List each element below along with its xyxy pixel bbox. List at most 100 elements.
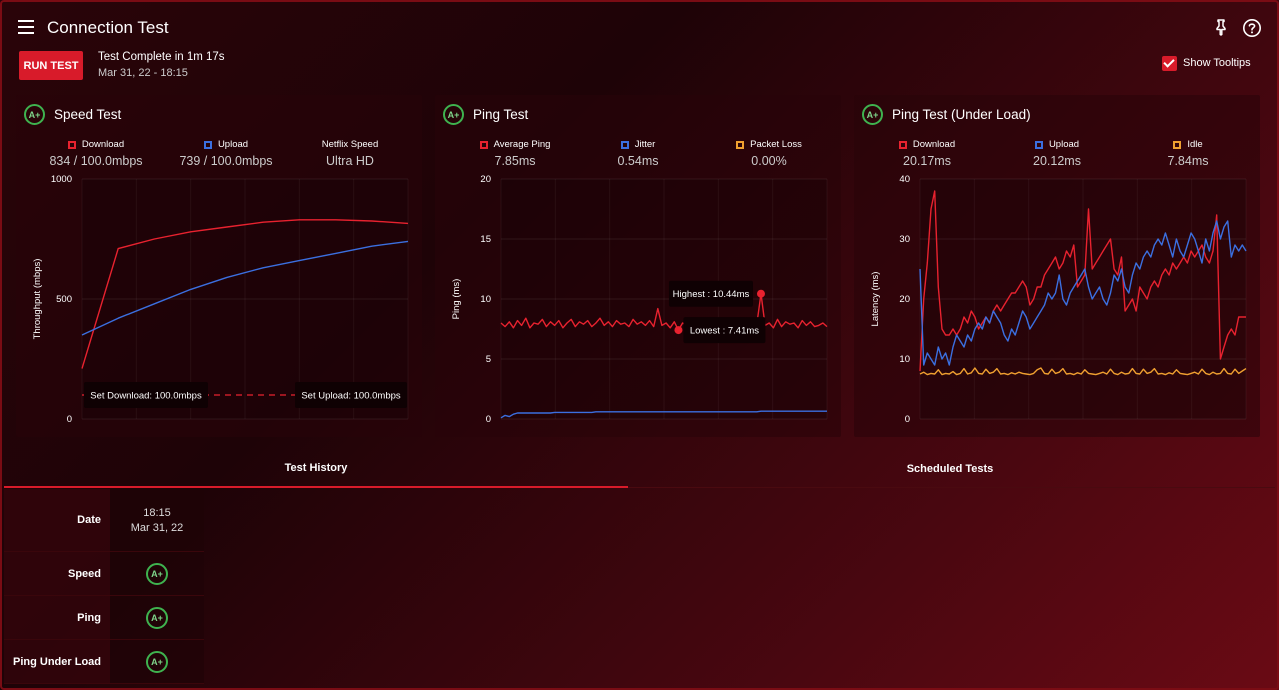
history-time: 18:15	[143, 506, 171, 519]
packet-loss-swatch	[736, 140, 745, 149]
average-ping-swatch	[479, 140, 488, 149]
speed-ytick-label: 1000	[51, 174, 72, 185]
tab-scheduled-tests[interactable]: Scheduled Tests	[906, 463, 994, 475]
jitter-stat: Jitter 0.54ms	[578, 139, 698, 168]
history-row-speed: Speed A+	[4, 552, 204, 596]
ping-load-plot-area	[920, 179, 1246, 419]
test-status: Test Complete in 1m 17s	[98, 51, 225, 63]
load-upload-swatch	[1034, 140, 1043, 149]
ping-ytick-label: 15	[480, 234, 491, 245]
ping-ytick-label: 20	[480, 174, 491, 185]
load-upload-stat: Upload 20.12ms	[997, 139, 1117, 168]
ping-ytick-label: 5	[486, 354, 491, 365]
netflix-stat: Netflix Speed Ultra HD	[290, 139, 410, 168]
history-row-ping-load: Ping Under Load A+	[4, 640, 204, 684]
ping-load-series-idle	[919, 367, 1247, 376]
history-cell-date[interactable]: 18:15 Mar 31, 22	[110, 489, 204, 551]
speed-target-tooltip	[84, 382, 208, 408]
packet-loss-stat: Packet Loss 0.00%	[709, 139, 829, 168]
speed-ylabel: Throughput (mbps)	[32, 259, 43, 340]
ping-highest-tooltip	[668, 280, 753, 307]
packet-loss-value: 0.00%	[751, 154, 787, 168]
speed-test-panel: A+ Speed Test Download 834 / 100.0mbps U…	[16, 95, 422, 437]
ping-plot-area	[501, 179, 827, 419]
ping-highest-marker	[756, 289, 765, 298]
netflix-value: Ultra HD	[326, 154, 374, 168]
speed-grade-badge: A+	[24, 104, 45, 125]
speed-series-upload	[81, 240, 409, 336]
average-ping-value: 7.85ms	[494, 154, 536, 168]
speed-series-download	[81, 219, 409, 369]
ping-load-ytick-label: 40	[899, 174, 910, 185]
history-table: Date 18:15 Mar 31, 22 Speed A+ Ping A+ P…	[4, 489, 204, 684]
ping-load-title: Ping Test (Under Load)	[892, 107, 1031, 122]
ping-load-series-upload	[919, 220, 1247, 366]
load-download-value: 20.17ms	[903, 154, 951, 168]
history-label-speed: Speed	[4, 552, 110, 595]
ping-ylabel: Ping (ms)	[451, 279, 462, 320]
ping-highest-label: Highest : 10.44ms	[673, 289, 750, 300]
ping-series-average-ping	[500, 292, 828, 331]
upload-swatch	[203, 140, 212, 149]
ping-load-panel: A+ Ping Test (Under Load) Download 20.17…	[854, 95, 1260, 437]
help-icon[interactable]	[1242, 18, 1262, 38]
jitter-swatch	[620, 140, 629, 149]
jitter-value: 0.54ms	[617, 154, 659, 168]
ping-lowest-marker	[674, 326, 683, 335]
show-tooltips-label: Show Tooltips	[1183, 57, 1251, 69]
page-title: Connection Test	[47, 18, 169, 37]
load-upload-value: 20.12ms	[1033, 154, 1081, 168]
speed-ytick-label: 500	[56, 294, 72, 305]
history-label-date: Date	[4, 489, 110, 551]
ping-load-ytick-label: 10	[899, 354, 910, 365]
ping-lowest-label: Lowest : 7.41ms	[690, 326, 759, 337]
show-tooltips-toggle[interactable]: Show Tooltips	[1162, 55, 1251, 71]
ping-load-grade-badge: A+	[862, 104, 883, 125]
speed-target-label: Set Upload: 100.0mbps	[301, 391, 401, 402]
history-day: Mar 31, 22	[130, 521, 184, 534]
speed-ytick-label: 0	[67, 414, 72, 425]
load-download-swatch	[898, 140, 907, 149]
ping-ytick-label: 0	[486, 414, 491, 425]
ping-chart: 0 5 10 15 20 Ping (ms) Highest : 10.44ms Lowest…	[451, 174, 828, 425]
ping-load-chart: 0 10 20 30 40 Latency (ms)	[870, 174, 1247, 425]
idle-stat: Idle 7.84ms	[1128, 139, 1248, 168]
average-ping-stat: Average Ping 7.85ms	[455, 139, 575, 168]
pin-icon[interactable]	[1212, 18, 1230, 36]
history-label-ping-load: Ping Under Load	[4, 640, 110, 683]
idle-value: 7.84ms	[1167, 154, 1209, 168]
speed-chart: 0 500 1000 Throughput (mbps) Set Download: 1…	[32, 174, 409, 425]
idle-swatch	[1173, 140, 1182, 149]
show-tooltips-checkbox[interactable]	[1162, 55, 1177, 71]
load-download-stat: Download 20.17ms	[867, 139, 987, 168]
tab-test-history[interactable]: Test History	[4, 450, 628, 488]
speed-target-tooltip	[295, 382, 407, 408]
ping-load-ytick-label: 30	[899, 234, 910, 245]
menu-icon[interactable]	[18, 20, 34, 34]
history-speed-grade[interactable]: A+	[146, 562, 168, 585]
history-ping-load-grade[interactable]: A+	[146, 650, 168, 673]
ping-ytick-label: 10	[480, 294, 491, 305]
history-row-date: Date 18:15 Mar 31, 22	[4, 489, 204, 552]
history-label-ping: Ping	[4, 596, 110, 639]
speed-test-title: Speed Test	[54, 107, 122, 122]
speed-target-label: Set Download: 100.0mbps	[90, 391, 202, 402]
run-test-button[interactable]: RUN TEST	[19, 51, 83, 80]
ping-load-series-download	[919, 190, 1246, 372]
download-stat: Download 834 / 100.0mbps	[36, 139, 156, 168]
speed-plot-area	[82, 179, 408, 419]
upload-stat: Upload 739 / 100.0mbps	[166, 139, 286, 168]
ping-load-ytick-label: 0	[905, 414, 910, 425]
ping-grade-badge: A+	[443, 104, 464, 125]
ping-load-ytick-label: 20	[899, 294, 910, 305]
download-swatch	[67, 140, 76, 149]
upload-value: 739 / 100.0mbps	[179, 154, 273, 168]
ping-load-ylabel: Latency (ms)	[870, 272, 881, 327]
download-value: 834 / 100.0mbps	[49, 154, 143, 168]
ping-test-title: Ping Test	[473, 107, 529, 122]
app-header: Connection Test	[0, 0, 1279, 50]
ping-test-panel: A+ Ping Test Average Ping 7.85ms Jitter …	[435, 95, 841, 437]
history-ping-grade[interactable]: A+	[146, 606, 168, 629]
test-date: Mar 31, 22 - 18:15	[98, 67, 188, 79]
ping-lowest-tooltip	[683, 317, 766, 344]
